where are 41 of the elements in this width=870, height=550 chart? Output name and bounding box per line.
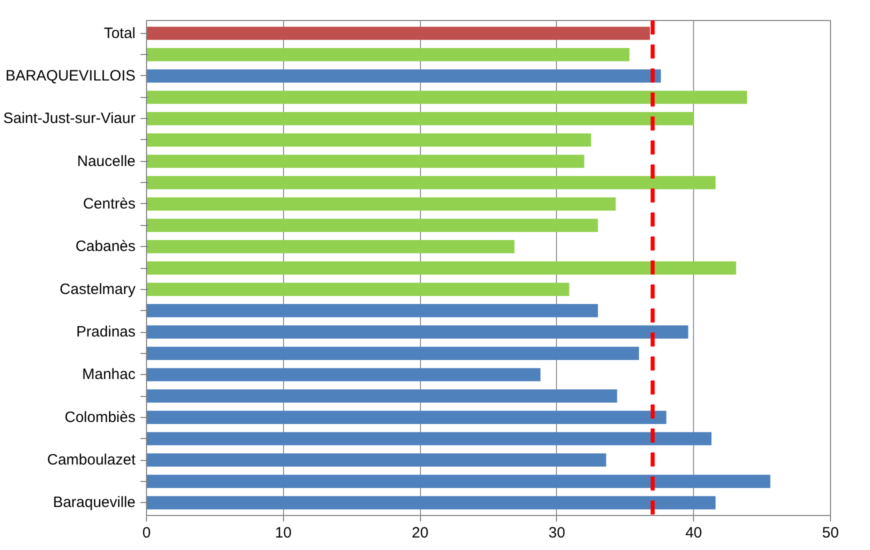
y-tick-label: BARAQUEVILLOIS bbox=[5, 67, 136, 84]
bar bbox=[146, 26, 650, 40]
y-tick-label: Baraqueville bbox=[52, 494, 136, 512]
bar bbox=[146, 240, 514, 254]
bar bbox=[146, 496, 716, 510]
bar bbox=[146, 176, 716, 190]
y-tick-label: Castelmary bbox=[60, 280, 136, 298]
y-tick-label: Pradinas bbox=[76, 324, 136, 341]
bar bbox=[146, 261, 736, 275]
y-tick-label: Colombiès bbox=[64, 408, 136, 426]
x-tick-label: 20 bbox=[412, 524, 428, 542]
bar bbox=[146, 304, 598, 318]
bar bbox=[146, 154, 584, 168]
y-tick-label: Centrès bbox=[82, 195, 136, 212]
bar bbox=[146, 325, 688, 339]
bar bbox=[146, 474, 770, 488]
bar bbox=[146, 282, 570, 296]
bar bbox=[146, 112, 694, 126]
y-tick-label: Camboulazet bbox=[47, 452, 136, 469]
x-tick-label: 30 bbox=[548, 524, 566, 542]
y-tick-label: Manhac bbox=[82, 366, 136, 384]
x-tick-label: 40 bbox=[685, 524, 702, 542]
bar bbox=[146, 432, 712, 446]
bar bbox=[146, 346, 639, 360]
bar bbox=[146, 197, 616, 211]
bar bbox=[146, 218, 598, 232]
y-tick-label: Total bbox=[104, 24, 136, 42]
y-tick-label: Cabanès bbox=[75, 238, 136, 256]
bar bbox=[146, 453, 606, 467]
bar bbox=[146, 48, 630, 62]
bar bbox=[146, 90, 748, 104]
x-tick-label: 50 bbox=[822, 524, 839, 542]
y-tick-label: Saint-Just-sur-Viaur bbox=[3, 110, 136, 128]
bar bbox=[146, 368, 540, 382]
bar bbox=[146, 410, 666, 424]
bar bbox=[146, 69, 661, 83]
x-tick-label: 0 bbox=[142, 524, 151, 542]
x-tick-label: 10 bbox=[274, 524, 292, 542]
y-tick-label: Naucelle bbox=[77, 152, 136, 170]
bar bbox=[146, 133, 592, 147]
bar bbox=[146, 389, 618, 403]
